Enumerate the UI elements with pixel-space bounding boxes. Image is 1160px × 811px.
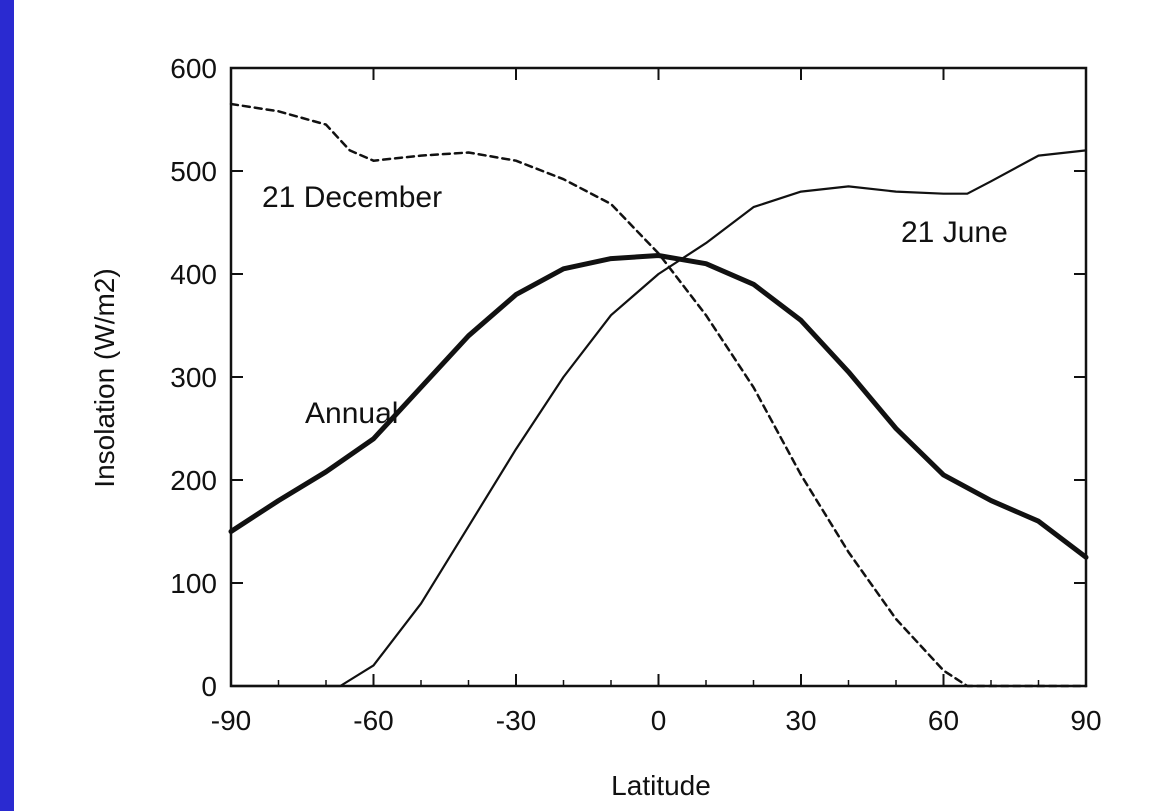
y-tick-label: 200 — [170, 465, 217, 496]
y-tick-label: 0 — [201, 671, 217, 702]
y-tick-label: 600 — [170, 53, 217, 84]
series-label-21-june: 21 June — [901, 216, 1008, 249]
axis-ticks — [230, 67, 1087, 687]
x-tick-label: -60 — [353, 705, 393, 736]
y-tick-label: 400 — [170, 259, 217, 290]
series-label-annual: Annual — [305, 397, 398, 430]
series-label-21-december: 21 December — [262, 181, 442, 214]
x-tick-label: 0 — [651, 705, 667, 736]
x-axis-label: Latitude — [611, 770, 711, 801]
plot-area-frame — [229, 66, 1088, 688]
y-tick-label: 500 — [170, 156, 217, 187]
x-tick-label: 60 — [928, 705, 959, 736]
y-axis-label: Insolation (W/m2) — [89, 268, 120, 487]
series-line-21-june — [229, 149, 1088, 688]
series-line-annual — [228, 253, 1089, 560]
chart-paper: -90 -60 -30 0 30 60 90 0 100 200 300 400 500 600 Lati… — [14, 0, 1160, 811]
x-tick-label: 30 — [785, 705, 816, 736]
y-tick-label: 300 — [170, 362, 217, 393]
x-tick-label: 90 — [1070, 705, 1101, 736]
x-tick-label: -30 — [496, 705, 536, 736]
y-tick-label: 100 — [170, 568, 217, 599]
x-tick-label: -90 — [211, 705, 251, 736]
series-layer — [228, 102, 1089, 688]
tick-labels: -90 -60 -30 0 30 60 90 0 100 200 300 400 500 600 — [170, 53, 1101, 736]
insolation-chart: -90 -60 -30 0 30 60 90 0 100 200 300 400 500 600 Lati… — [89, 53, 1102, 801]
